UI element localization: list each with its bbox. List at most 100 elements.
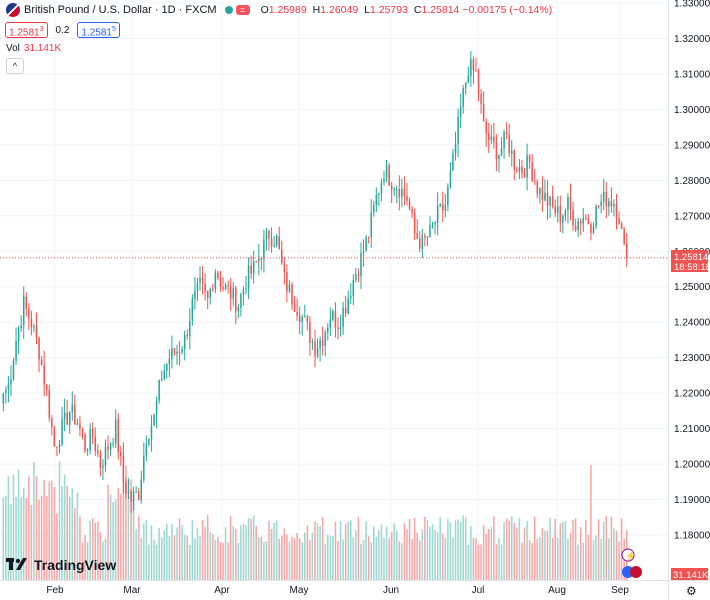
close-value: 1.25814 bbox=[421, 4, 460, 16]
volume-bar bbox=[592, 540, 595, 580]
candle-body bbox=[283, 263, 286, 272]
price-tick-label: 1.29000 bbox=[674, 140, 710, 151]
candle-body bbox=[564, 210, 567, 216]
candle-body bbox=[298, 315, 301, 322]
lightning-icon[interactable] bbox=[621, 548, 635, 562]
ohlc-values: O1.25989 H1.26049 L1.25793 C1.25814 −0.0… bbox=[258, 4, 553, 16]
candlesticks bbox=[2, 50, 628, 513]
candle-body bbox=[150, 425, 153, 440]
candle-body bbox=[457, 116, 459, 144]
volume-bar bbox=[189, 544, 191, 580]
candle-body bbox=[610, 201, 613, 207]
volume-bar bbox=[166, 523, 168, 580]
volume-bar bbox=[20, 497, 22, 580]
tradingview-logo[interactable]: TradingView bbox=[6, 557, 116, 573]
candle-body bbox=[444, 205, 447, 211]
candle-body bbox=[268, 231, 270, 239]
volume-bar bbox=[600, 538, 602, 580]
candle-body bbox=[485, 121, 487, 133]
candle-body bbox=[51, 418, 53, 428]
volume-bar bbox=[321, 517, 324, 580]
candle-body bbox=[296, 311, 298, 316]
volume-bar bbox=[416, 532, 418, 580]
candle-body bbox=[117, 419, 120, 452]
candle-body bbox=[536, 181, 539, 195]
time-axis[interactable]: Feb Mar Apr May Jun Jul Aug Sep bbox=[46, 585, 629, 596]
volume-bar bbox=[245, 525, 247, 580]
candle-body bbox=[452, 153, 454, 171]
candle-body bbox=[375, 195, 378, 206]
volume-bar bbox=[17, 469, 20, 580]
volume-bar bbox=[482, 524, 485, 580]
volume-bar bbox=[48, 481, 51, 580]
candle-body bbox=[493, 136, 495, 143]
candle-body bbox=[48, 389, 51, 419]
lightning-glyph: ⚡ bbox=[625, 550, 636, 562]
buy-button[interactable]: 1.25815 bbox=[77, 22, 120, 38]
volume-bar bbox=[45, 495, 48, 580]
volume-bar bbox=[117, 488, 120, 580]
candle-body bbox=[447, 186, 449, 206]
volume-bar bbox=[107, 484, 109, 580]
trade-row: 1.25813 0.2 1.25815 bbox=[5, 22, 120, 38]
volume-bar bbox=[452, 537, 454, 580]
uk-flag-icon[interactable] bbox=[630, 566, 642, 578]
volume-bar bbox=[311, 532, 314, 580]
candle-body bbox=[275, 236, 278, 246]
volume-bar bbox=[25, 498, 28, 580]
chevron-up-icon[interactable]: ^ bbox=[6, 58, 24, 74]
candle-body bbox=[255, 261, 257, 263]
sell-button[interactable]: 1.25813 bbox=[5, 22, 48, 38]
candle-body bbox=[498, 154, 500, 160]
volume-bar bbox=[567, 539, 569, 580]
volume-bar bbox=[89, 520, 91, 580]
candle-body bbox=[191, 298, 194, 322]
volume-bar bbox=[613, 528, 615, 580]
volume-bar bbox=[247, 517, 250, 580]
candle-body bbox=[623, 228, 625, 244]
volume-bar bbox=[176, 527, 178, 580]
candle-body bbox=[293, 304, 296, 312]
volume-bar bbox=[33, 462, 35, 580]
volume-bar bbox=[61, 486, 63, 580]
volume-bar bbox=[608, 538, 610, 580]
volume-bar bbox=[355, 530, 357, 580]
candle-body bbox=[84, 434, 86, 451]
candle-body bbox=[40, 359, 43, 365]
candle-body bbox=[2, 393, 5, 404]
gear-icon[interactable]: ⚙ bbox=[686, 584, 697, 598]
volume-bar bbox=[22, 488, 25, 580]
volume-bar bbox=[171, 523, 173, 580]
volume-bar bbox=[350, 520, 352, 580]
candle-body bbox=[388, 165, 390, 186]
volume-bar bbox=[334, 521, 337, 580]
candle-body bbox=[22, 296, 25, 326]
volume-bar bbox=[135, 529, 137, 580]
volume-bar bbox=[531, 543, 533, 580]
volume-bar bbox=[505, 518, 508, 580]
candle-body bbox=[148, 439, 150, 445]
candle-body bbox=[232, 287, 235, 299]
candle-body bbox=[196, 282, 199, 291]
candle-body bbox=[390, 185, 393, 190]
volume-bar bbox=[148, 544, 150, 580]
volume-bar bbox=[618, 541, 620, 580]
high-label: H bbox=[312, 4, 321, 16]
candle-body bbox=[314, 341, 316, 357]
candle-body bbox=[122, 455, 125, 483]
volume-bar bbox=[431, 524, 434, 580]
candle-body bbox=[137, 491, 140, 501]
candle-body bbox=[344, 307, 347, 314]
volume-bar bbox=[454, 520, 457, 580]
symbol-title[interactable]: British Pound / U.S. Dollar · 1D · FXCM bbox=[24, 4, 217, 16]
price-tick-label: 1.25000 bbox=[674, 282, 710, 293]
event-icons[interactable]: ⚡ bbox=[621, 548, 642, 578]
volume-bar bbox=[418, 540, 421, 580]
volume-bar bbox=[554, 518, 556, 580]
volume-bar bbox=[293, 538, 296, 580]
candle-body bbox=[214, 272, 217, 290]
equals-icon[interactable]: = bbox=[235, 5, 250, 15]
volume-bar bbox=[337, 540, 339, 580]
volume-bar bbox=[429, 526, 431, 580]
